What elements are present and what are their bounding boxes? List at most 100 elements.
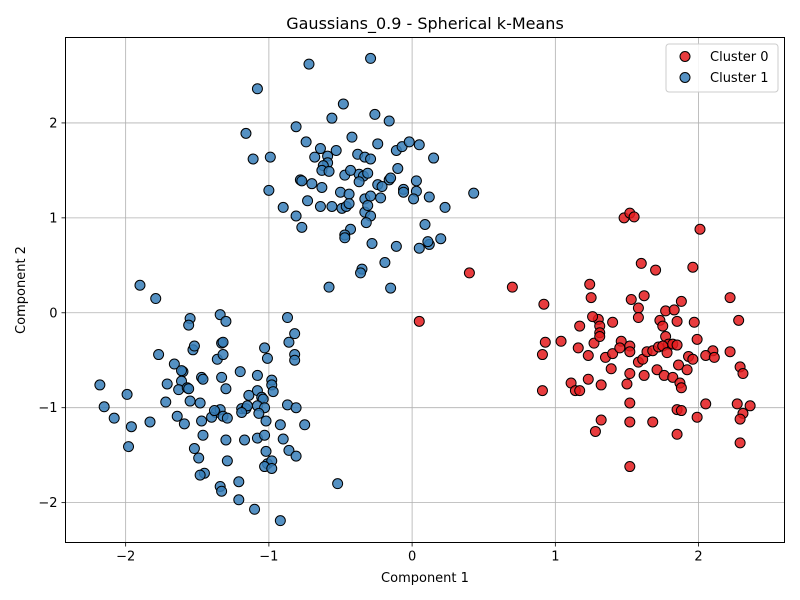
- cluster-1-point: [413, 242, 425, 254]
- cluster-1-point: [362, 167, 374, 179]
- cluster-0-point: [607, 316, 619, 328]
- cluster-1-point: [234, 366, 246, 378]
- cluster-1-point: [365, 52, 377, 64]
- cluster-1-point: [346, 131, 358, 143]
- cluster-1-point: [385, 172, 397, 184]
- y-tick-label: 2: [49, 116, 57, 131]
- cluster-0-point: [555, 335, 567, 347]
- cluster-1-point: [233, 476, 245, 488]
- cluster-1-point: [259, 342, 271, 354]
- cluster-1-point: [408, 193, 420, 205]
- cluster-0-point: [734, 437, 746, 449]
- cluster-1-point: [290, 210, 302, 222]
- cluster-1-point: [260, 445, 272, 457]
- cluster-1-point: [360, 217, 372, 229]
- cluster-1-point: [296, 221, 308, 233]
- cluster-0-point: [691, 411, 703, 423]
- cluster-1-point: [439, 201, 451, 213]
- cluster-0-point: [651, 364, 663, 376]
- cluster-1-point: [183, 383, 195, 395]
- cluster-1-point: [383, 115, 395, 127]
- cluster-0-point: [595, 379, 607, 391]
- cluster-1-point: [260, 415, 272, 427]
- cluster-0-point: [668, 304, 680, 316]
- cluster-1-point: [197, 373, 209, 385]
- cluster-1-point: [423, 191, 435, 203]
- legend-label-cluster-1: Cluster 1: [710, 71, 769, 86]
- cluster-0-point: [734, 413, 746, 425]
- cluster-1-point: [184, 395, 196, 407]
- cluster-1-point: [326, 112, 338, 124]
- x-axis-ticks: −2 −1 0 1 2: [116, 542, 703, 565]
- cluster-0-point: [605, 363, 617, 375]
- cluster-1-point: [375, 192, 387, 204]
- cluster-1-point: [150, 293, 162, 305]
- legend-marker-cluster-1: [679, 72, 691, 83]
- cluster-0-point: [595, 414, 607, 426]
- cluster-1-point: [365, 153, 377, 165]
- cluster-1-point: [261, 352, 273, 364]
- cluster-1-point: [362, 200, 374, 212]
- cluster-0-point: [671, 339, 683, 351]
- cluster-1-point: [353, 176, 365, 188]
- y-axis-label: Component 2: [14, 246, 29, 334]
- cluster-0-point: [607, 348, 619, 360]
- cluster-1-point: [194, 397, 206, 409]
- y-tick-label: −1: [38, 401, 57, 416]
- cluster-1-point: [413, 139, 425, 151]
- legend: Cluster 0 Cluster 1: [665, 43, 779, 93]
- cluster-1-point: [134, 279, 146, 291]
- cluster-1-point: [365, 190, 377, 202]
- cluster-1-point: [188, 443, 200, 455]
- cluster-1-point: [398, 186, 410, 198]
- cluster-1-point: [290, 121, 302, 133]
- cluster-0-point: [574, 320, 586, 332]
- cluster-1-point: [289, 354, 301, 366]
- cluster-1-point: [326, 200, 338, 212]
- cluster-0-point: [574, 385, 586, 397]
- cluster-1-point: [376, 181, 388, 193]
- cluster-1-point: [422, 236, 434, 248]
- cluster-0-point: [661, 347, 673, 359]
- cluster-1-point: [243, 389, 255, 401]
- cluster-1-point: [251, 369, 263, 381]
- cluster-1-point: [178, 418, 190, 430]
- cluster-1-point: [263, 184, 275, 196]
- cluster-1-point: [403, 136, 415, 148]
- cluster-0-point: [708, 351, 720, 363]
- cluster-0-point: [744, 400, 756, 412]
- legend-box: [665, 43, 779, 93]
- cluster-1-point: [323, 281, 335, 293]
- cluster-0-point: [585, 292, 597, 304]
- cluster-1-point: [337, 98, 349, 110]
- y-axis-ticks: −2 −1 0 1 2: [38, 116, 66, 511]
- cluster-1-point: [419, 219, 431, 231]
- cluster-1-point: [221, 412, 233, 424]
- cluster-1-point: [236, 406, 248, 418]
- y-tick-label: −2: [38, 496, 57, 511]
- cluster-1-point: [314, 200, 326, 212]
- cluster-0-point: [587, 311, 599, 323]
- cluster-0-point: [594, 331, 606, 343]
- cluster-0-point: [671, 428, 683, 440]
- cluster-0-point: [539, 336, 551, 348]
- plot-frame: [65, 37, 785, 543]
- cluster-1-point: [277, 433, 289, 445]
- cluster-0-point: [647, 416, 659, 428]
- cluster-1-point: [251, 83, 263, 95]
- cluster-1-point: [94, 379, 106, 391]
- cluster-1-point: [220, 434, 232, 446]
- cluster-0-point: [671, 315, 683, 327]
- cluster-0-point: [614, 342, 626, 354]
- x-tick-label: 0: [408, 550, 416, 565]
- chart-title: Gaussians_0.9 - Spherical k-Means: [286, 14, 564, 34]
- cluster-1-point: [188, 340, 200, 352]
- cluster-1-point: [366, 237, 378, 249]
- x-tick-label: −2: [116, 550, 135, 565]
- cluster-1-point: [264, 151, 276, 163]
- cluster-1-point: [309, 151, 321, 163]
- cluster-0-point: [687, 353, 699, 365]
- cluster-0-point: [650, 264, 662, 276]
